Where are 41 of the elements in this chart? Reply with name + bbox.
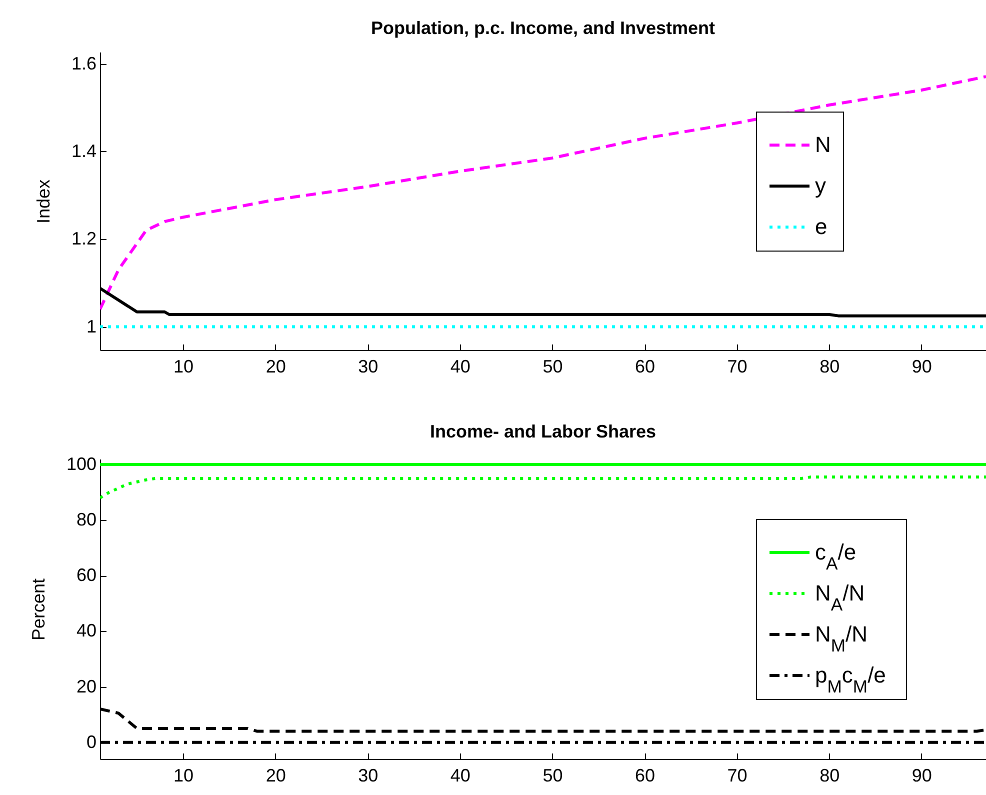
x-tick-label: 50 (542, 356, 563, 376)
x-tick-label: 70 (727, 356, 748, 376)
x-tick-label: 40 (450, 766, 470, 786)
y-tick-label: 80 (76, 510, 96, 530)
chart-title: Population, p.c. Income, and Investment (370, 18, 716, 38)
y-tick-label: 40 (76, 620, 96, 641)
x-tick-label: 40 (450, 356, 470, 376)
x-tick-label: 10 (174, 766, 194, 786)
x-tick-label: 60 (635, 356, 656, 376)
line-series (100, 75, 986, 311)
chart-title: Income- and Labor Shares (430, 422, 656, 442)
x-tick-label: 50 (542, 766, 563, 786)
legend-label: N (815, 132, 831, 158)
x-tick-label: 10 (174, 356, 194, 376)
y-axis-title: Percent (28, 578, 48, 641)
y-tick-label: 0 (86, 732, 96, 752)
line-series (100, 476, 986, 500)
legend-label: e (815, 214, 828, 240)
y-tick-label: 100 (66, 454, 96, 474)
x-tick-label: 90 (912, 766, 932, 786)
legend-label: c$_{A}$/e (815, 540, 856, 574)
y-tick-label: 1.2 (71, 228, 96, 249)
x-tick-label: 60 (635, 766, 656, 786)
x-tick-label: 80 (820, 766, 840, 786)
x-tick-label: 90 (912, 356, 932, 376)
legend-label: y (815, 173, 826, 198)
legend-label: p$_{M}$c$_{M}$/e (815, 662, 886, 696)
x-tick-label: 80 (820, 356, 840, 376)
x-tick-label: 20 (266, 356, 286, 376)
y-tick-label: 20 (76, 676, 96, 696)
y-tick-label: 1 (86, 316, 96, 336)
x-tick-label: 30 (358, 766, 378, 786)
legend-label: N$_{M}$/N (815, 622, 868, 656)
y-tick-label: 1.6 (71, 53, 96, 74)
x-tick-label: 70 (727, 766, 748, 786)
legend-label: N$_{A}$/N (815, 580, 865, 614)
y-tick-label: 1.4 (71, 140, 96, 161)
x-tick-label: 20 (266, 766, 286, 786)
x-tick-label: 30 (358, 356, 378, 376)
y-axis-title: Index (33, 179, 54, 224)
y-tick-label: 60 (76, 565, 96, 586)
